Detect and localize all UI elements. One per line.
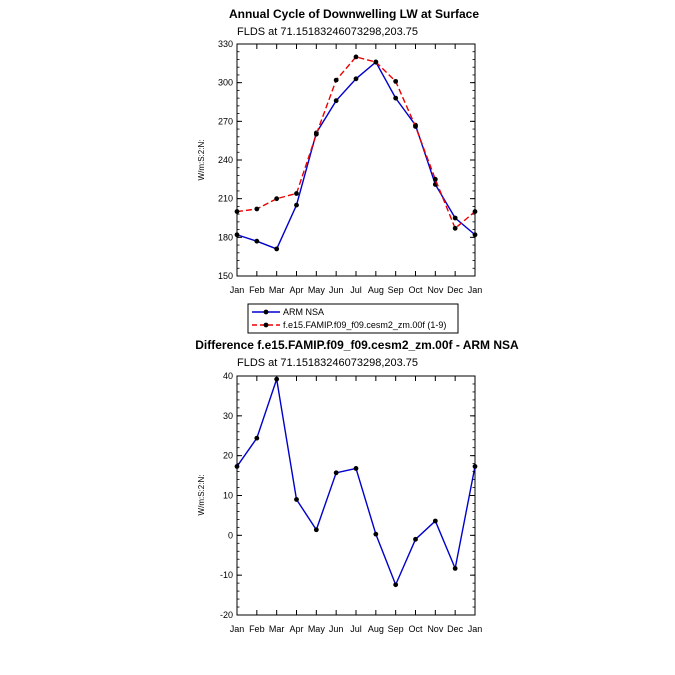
series-point-1	[373, 59, 379, 65]
series-point-1	[234, 209, 240, 214]
series-point-0	[353, 466, 359, 471]
chart-title: Difference f.e15.FAMIP.f09_f09.cesm2_zm.…	[195, 338, 519, 352]
series-point-1	[294, 191, 299, 196]
y-tick-label: 30	[223, 411, 233, 421]
y-tick-label: 20	[223, 451, 233, 461]
series-point-0	[254, 238, 260, 244]
series-point-1	[353, 54, 359, 60]
series-line-1	[236, 56, 476, 230]
x-tick-label: Jun	[329, 285, 344, 295]
y-tick-label: 330	[218, 39, 233, 49]
y-tick-label: 40	[223, 371, 233, 381]
legend: ARM NSA f.e15.FAMIP.f09_f09.cesm2_zm.00f…	[247, 303, 459, 334]
series-point-1	[413, 124, 418, 129]
x-tick-label: Mar	[269, 285, 285, 295]
y-tick-label: 150	[218, 271, 233, 281]
series-point-0	[333, 98, 339, 104]
x-tick-label: Feb	[249, 624, 265, 634]
series-line-0	[236, 60, 476, 250]
chart-subtitle: FLDS at 71.15183246073298,203.75	[237, 357, 418, 369]
series-point-0	[234, 232, 240, 238]
series-point-1	[313, 131, 319, 137]
x-tick-label: Aug	[368, 624, 384, 634]
series-point-0	[353, 76, 359, 82]
series-point-0	[472, 464, 478, 469]
series-point-1	[432, 176, 438, 182]
x-tick-label: May	[308, 285, 326, 295]
series-point-0	[432, 518, 438, 524]
x-tick-label: Jan	[468, 285, 483, 295]
x-tick-label: Mar	[269, 624, 285, 634]
series-point-0	[413, 536, 418, 542]
series-point-1	[333, 77, 339, 83]
series-point-0	[472, 232, 478, 238]
chart-title: Annual Cycle of Downwelling LW at Surfac…	[229, 7, 479, 21]
x-tick-label: Jun	[329, 624, 344, 634]
y-tick-label: 10	[223, 491, 233, 501]
top-chart: Annual Cycle of Downwelling LW at Surfac…	[197, 7, 482, 295]
legend-label-model: f.e15.FAMIP.f09_f09.cesm2_zm.00f (1-9)	[283, 320, 446, 330]
series-point-1	[393, 78, 399, 84]
series-point-0	[452, 215, 458, 221]
plot-frame	[236, 375, 476, 616]
x-tick-label: Jan	[468, 624, 483, 634]
y-tick-label: 270	[218, 116, 233, 126]
series-point-0	[452, 565, 458, 571]
x-tick-label: Apr	[289, 624, 303, 634]
legend-label-arm: ARM NSA	[283, 307, 324, 317]
legend-box	[247, 303, 459, 334]
series-point-1	[274, 196, 280, 202]
series-line-0	[236, 378, 476, 587]
x-tick-label: Dec	[447, 624, 464, 634]
y-tick-label: 240	[218, 155, 233, 165]
series-point-0	[333, 470, 339, 476]
series-point-0	[294, 497, 299, 502]
x-tick-label: Feb	[249, 285, 265, 295]
y-axis-label: W/m:S:2:N:	[197, 140, 206, 181]
series-point-0	[373, 531, 379, 537]
x-tick-label: Oct	[408, 285, 423, 295]
series-point-0	[274, 246, 280, 252]
series-point-1	[254, 206, 260, 212]
x-tick-label: Dec	[447, 285, 464, 295]
x-tick-label: Nov	[427, 624, 444, 634]
series-point-0	[393, 95, 399, 101]
y-tick-label: 180	[218, 232, 233, 242]
x-tick-label: Jul	[350, 624, 362, 634]
x-tick-label: Jan	[230, 285, 245, 295]
series-point-0	[294, 202, 299, 208]
series-point-0	[234, 464, 240, 469]
x-tick-label: Jul	[350, 285, 362, 295]
y-tick-label: -20	[220, 610, 233, 620]
y-tick-label: 300	[218, 78, 233, 88]
x-tick-label: Jan	[230, 624, 245, 634]
series-point-1	[452, 225, 458, 231]
x-tick-label: Aug	[368, 285, 384, 295]
y-axis-label: W/m:S:2:N:	[197, 475, 206, 516]
y-tick-label: 0	[228, 530, 233, 540]
x-tick-label: Apr	[289, 285, 303, 295]
y-tick-label: 210	[218, 194, 233, 204]
bottom-chart: Difference f.e15.FAMIP.f09_f09.cesm2_zm.…	[195, 338, 519, 634]
x-tick-label: Oct	[408, 624, 423, 634]
y-tick-label: -10	[220, 570, 233, 580]
series-point-0	[254, 435, 260, 441]
series-point-0	[313, 527, 319, 533]
series-point-0	[393, 582, 399, 588]
legend-marker-arm	[263, 309, 269, 315]
x-tick-label: Sep	[388, 285, 404, 295]
x-tick-label: Sep	[388, 624, 404, 634]
legend-marker-model	[263, 322, 269, 328]
series-point-1	[472, 209, 478, 214]
x-tick-label: May	[308, 624, 326, 634]
x-tick-label: Nov	[427, 285, 444, 295]
chart-subtitle: FLDS at 71.15183246073298,203.75	[237, 26, 418, 38]
